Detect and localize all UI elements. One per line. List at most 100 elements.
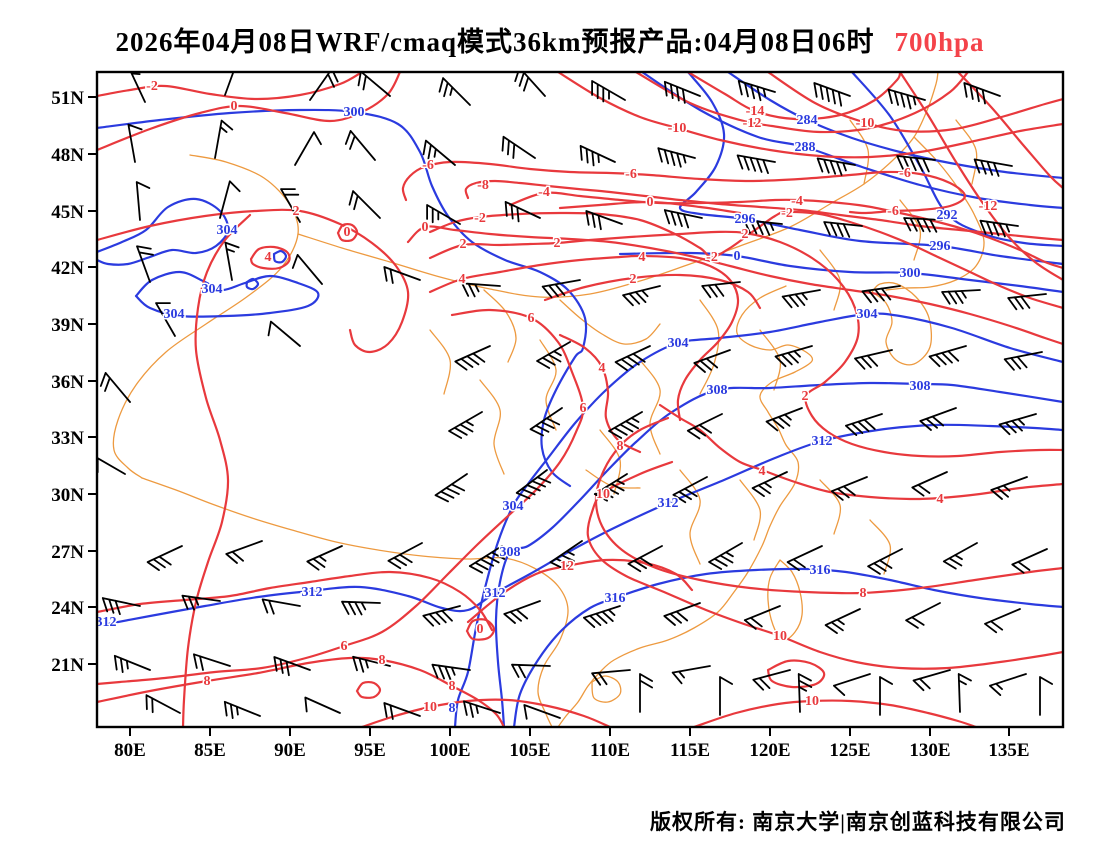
wind-barb <box>984 608 1021 634</box>
wind-barb <box>942 542 978 570</box>
wind-barb <box>448 411 483 439</box>
wind-barb <box>591 669 631 686</box>
wind-barb <box>786 545 823 571</box>
temperature-label: 10 <box>773 629 787 644</box>
wind-barb <box>867 548 903 575</box>
wind-barb <box>686 413 723 440</box>
wind-barb <box>224 72 235 96</box>
geo-boundary <box>429 329 452 395</box>
wind-barb <box>309 72 339 101</box>
wind-barb <box>816 157 856 176</box>
wind-barb <box>608 411 643 439</box>
lon-label: 125E <box>829 740 870 761</box>
wind-barb <box>614 345 651 371</box>
height-label: 312 <box>485 586 506 601</box>
height-label: 288 <box>795 140 816 155</box>
wind-barb <box>583 605 621 628</box>
temperature-label: 2 <box>630 272 637 287</box>
wind-barb <box>383 702 421 720</box>
temperature-label: 10 <box>423 700 437 715</box>
wind-barb <box>693 349 731 373</box>
wind-barb <box>833 673 871 696</box>
wind-barb <box>113 654 151 673</box>
geo-boundary <box>869 519 892 575</box>
wind-barb <box>129 72 146 103</box>
wind-barb <box>99 372 131 403</box>
wind-barb <box>861 285 901 304</box>
copyright-text: 版权所有: 南京大学|南京创蓝科技有限公司 <box>650 810 1066 834</box>
temperature-contour <box>686 72 902 121</box>
wind-barb <box>431 663 471 681</box>
height-contour <box>618 251 1063 294</box>
wind-barb <box>990 476 1028 500</box>
lon-label: 80E <box>114 740 146 761</box>
wind-barb <box>511 663 551 679</box>
temperature-label: 2 <box>293 204 300 219</box>
wind-barb <box>957 673 972 713</box>
temperature-label: 8 <box>617 439 624 454</box>
temperature-label: 10 <box>805 694 819 709</box>
temperature-label: 4 <box>937 492 944 507</box>
temperature-label: 4 <box>759 464 766 479</box>
geo-boundary <box>955 119 978 185</box>
geo-boundary <box>885 136 985 291</box>
wind-barb <box>719 676 733 716</box>
temperature-label: -12 <box>743 116 762 131</box>
wind-barb <box>306 545 343 571</box>
geo-boundary <box>819 249 842 311</box>
height-label: 312 <box>96 615 117 630</box>
lon-label: 95E <box>354 740 386 761</box>
height-contour <box>640 72 1063 210</box>
temperature-label: -2 <box>781 206 793 221</box>
temperature-contour <box>508 191 1063 270</box>
temperature-label: 8 <box>379 653 386 668</box>
wind-barb <box>627 545 663 573</box>
temperature-label: 6 <box>341 639 348 654</box>
temperature-label: 0 <box>647 195 654 210</box>
wind-barb <box>503 600 541 624</box>
title-main: 2026年04月08日WRF/cmaq模式36km预报产品:04月08日06时 <box>115 27 875 57</box>
wind-barb <box>830 476 868 501</box>
temperature-label: 0 <box>477 622 484 637</box>
wind-barb <box>736 154 776 174</box>
lon-label: 85E <box>194 740 226 761</box>
height-label: 304 <box>857 307 878 322</box>
wind-barb <box>672 476 708 504</box>
height-label: 312 <box>302 585 323 600</box>
wind-barb <box>273 656 311 677</box>
wind-barb <box>919 407 957 431</box>
wind-barb <box>155 302 176 337</box>
geo-boundary <box>871 282 933 366</box>
wind-barb <box>979 219 1019 238</box>
geo-boundary <box>557 285 814 727</box>
wind-barb <box>663 80 701 104</box>
temperature-contour <box>465 618 496 641</box>
wind-barb <box>973 158 1013 177</box>
geo-boundary <box>699 299 720 395</box>
wind-barb <box>214 119 234 159</box>
geo-boundary <box>739 479 762 541</box>
wind-barb <box>514 72 546 97</box>
height-contour <box>494 381 1063 727</box>
wind-barb <box>941 289 981 305</box>
wind-barb <box>181 594 221 611</box>
wind-barb <box>224 241 240 281</box>
wind-barb <box>280 188 301 223</box>
wind-barb <box>504 201 541 223</box>
wind-barb <box>1007 293 1047 311</box>
temperature-contour <box>360 698 612 727</box>
wind-barb <box>304 696 341 714</box>
height-contour <box>850 72 1063 248</box>
geo-boundary <box>759 329 782 391</box>
wind-barb <box>743 219 783 236</box>
geo-boundary <box>559 299 661 345</box>
wind-barb <box>663 209 703 229</box>
height-label: 300 <box>344 105 365 120</box>
wind-barb <box>463 700 501 718</box>
wind-barb <box>657 147 696 168</box>
lon-label: 105E <box>509 740 550 761</box>
wind-barb <box>294 131 322 166</box>
wind-barb <box>585 210 623 231</box>
temperature-label: -10 <box>668 121 687 136</box>
